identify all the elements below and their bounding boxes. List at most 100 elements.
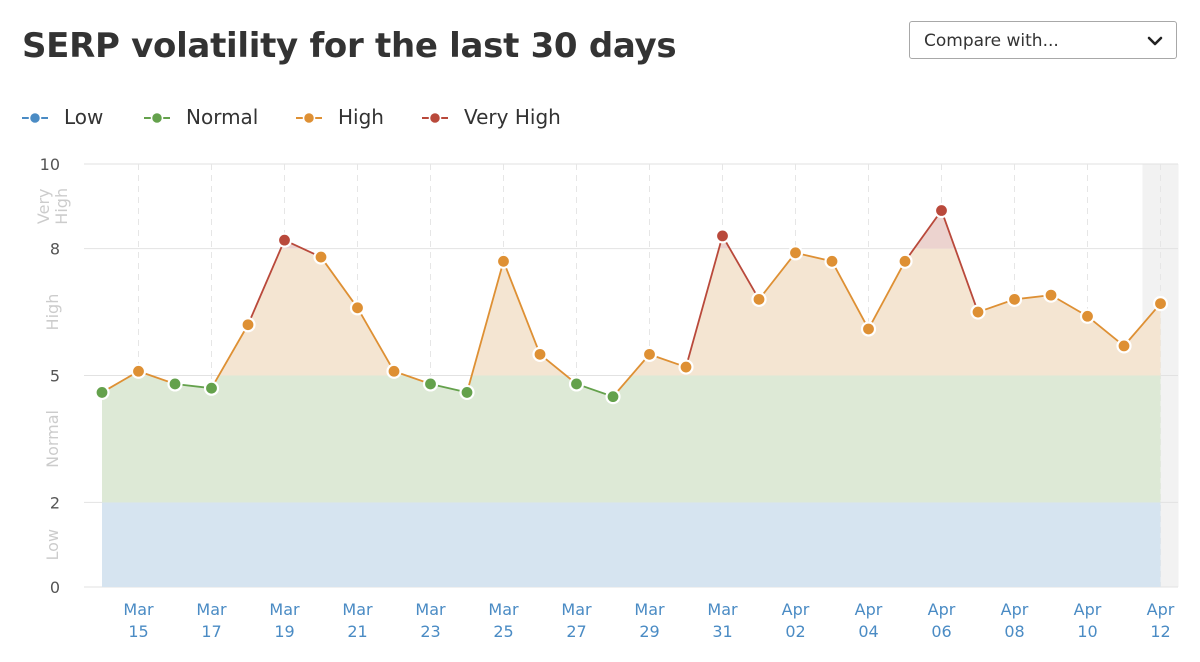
data-point bbox=[751, 291, 767, 307]
band-fill-normal bbox=[102, 375, 1161, 503]
data-point bbox=[1116, 338, 1132, 354]
series-line-segment bbox=[1086, 315, 1125, 347]
page-title: SERP volatility for the last 30 days bbox=[22, 26, 677, 66]
data-point bbox=[1079, 308, 1096, 324]
x-tick-label-day: 06 bbox=[931, 622, 951, 641]
data-point bbox=[860, 321, 877, 337]
data-point bbox=[714, 228, 731, 244]
data-point bbox=[167, 376, 183, 392]
band-label-low: Low bbox=[43, 529, 62, 561]
band-fill-very-high bbox=[102, 210, 1161, 249]
data-point bbox=[1006, 291, 1023, 307]
data-point bbox=[1152, 295, 1169, 312]
data-point bbox=[130, 363, 147, 379]
y-tick-label: 8 bbox=[50, 240, 60, 259]
y-tick-label: 5 bbox=[50, 367, 60, 386]
chevron-down-icon bbox=[1147, 36, 1163, 46]
series-line-segment bbox=[502, 260, 541, 355]
series-line-segment bbox=[247, 239, 286, 326]
series-line-segment bbox=[758, 252, 797, 300]
series-line-segment bbox=[867, 260, 906, 330]
compare-with-label: Compare with... bbox=[924, 31, 1059, 51]
data-point bbox=[641, 346, 658, 362]
x-tick-label-month: Mar bbox=[415, 600, 446, 619]
x-tick-label-day: 23 bbox=[420, 622, 440, 641]
series-line-segment bbox=[1123, 303, 1162, 347]
x-tick-label-day: 08 bbox=[1004, 622, 1024, 641]
x-tick-label-day: 21 bbox=[347, 622, 367, 641]
data-point bbox=[933, 202, 950, 219]
band-label-high: High bbox=[43, 294, 62, 331]
data-point bbox=[349, 300, 366, 316]
x-tick-label-month: Mar bbox=[269, 600, 300, 619]
data-point bbox=[313, 249, 329, 265]
x-tick-label-month: Apr bbox=[855, 600, 883, 619]
legend-marker-low bbox=[22, 111, 48, 125]
x-tick-label-month: Apr bbox=[1001, 600, 1029, 619]
series-line-segment bbox=[612, 353, 651, 398]
band-label-very-high: VeryHigh bbox=[34, 188, 71, 225]
series-line-segment bbox=[539, 353, 578, 385]
legend-marker-normal bbox=[144, 111, 170, 125]
data-point bbox=[459, 384, 475, 401]
data-point bbox=[824, 253, 840, 269]
x-tick-label-month: Mar bbox=[196, 600, 227, 619]
legend-label-normal: Normal bbox=[186, 105, 259, 129]
x-tick-label-month: Mar bbox=[488, 600, 519, 619]
series-line-segment bbox=[210, 324, 249, 389]
legend-label-very-high: Very High bbox=[464, 105, 561, 129]
y-tick-label: 0 bbox=[50, 578, 60, 597]
x-tick-label-day: 19 bbox=[274, 622, 294, 641]
x-tick-label-day: 29 bbox=[639, 622, 659, 641]
x-tick-label-day: 31 bbox=[712, 622, 732, 641]
data-point bbox=[605, 389, 621, 405]
data-point bbox=[532, 346, 548, 362]
data-point bbox=[422, 376, 439, 392]
series-line-segment bbox=[904, 210, 943, 262]
data-point bbox=[897, 253, 913, 269]
series-line-segment bbox=[685, 235, 724, 368]
data-point bbox=[1043, 287, 1059, 303]
x-tick-label-month: Mar bbox=[342, 600, 373, 619]
series-line-segment bbox=[721, 235, 760, 300]
x-tick-label-month: Apr bbox=[1074, 600, 1102, 619]
legend-marker-high bbox=[296, 111, 322, 125]
series-line-segment bbox=[831, 260, 870, 330]
data-point bbox=[386, 363, 402, 379]
data-point bbox=[970, 304, 986, 320]
x-tick-label-day: 12 bbox=[1150, 622, 1170, 641]
y-tick-label: 2 bbox=[50, 493, 60, 512]
series-line-segment bbox=[466, 261, 505, 393]
legend-label-high: High bbox=[338, 105, 384, 129]
data-point bbox=[203, 380, 220, 396]
series-line-segment bbox=[356, 307, 395, 372]
band-label-normal: Normal bbox=[43, 410, 62, 468]
x-tick-label-month: Mar bbox=[707, 600, 738, 619]
x-tick-label-day: 17 bbox=[201, 622, 221, 641]
x-tick-label-day: 04 bbox=[858, 622, 878, 641]
x-tick-label-day: 10 bbox=[1077, 622, 1097, 641]
x-tick-label-month: Mar bbox=[634, 600, 665, 619]
legend-label-low: Low bbox=[64, 105, 104, 129]
x-tick-label-month: Apr bbox=[1147, 600, 1175, 619]
data-point bbox=[568, 376, 585, 392]
band-fill-low bbox=[102, 502, 1161, 587]
x-tick-label-month: Apr bbox=[928, 600, 956, 619]
band-fill-high bbox=[102, 248, 1161, 376]
x-tick-label-day: 25 bbox=[493, 622, 513, 641]
data-point bbox=[787, 245, 804, 261]
y-tick-label: 10 bbox=[40, 155, 60, 174]
data-point bbox=[276, 232, 293, 248]
compare-with-dropdown[interactable]: Compare with... bbox=[909, 21, 1177, 59]
series-line-segment bbox=[940, 210, 979, 313]
x-tick-label-month: Mar bbox=[123, 600, 154, 619]
legend-marker-very-high bbox=[422, 111, 448, 125]
data-point bbox=[240, 317, 256, 333]
x-tick-label-day: 02 bbox=[785, 622, 805, 641]
x-tick-label-day: 27 bbox=[566, 622, 586, 641]
series-line-segment bbox=[320, 256, 359, 309]
data-point bbox=[495, 253, 512, 269]
data-point bbox=[94, 384, 110, 401]
data-point bbox=[678, 359, 694, 375]
x-tick-label-day: 15 bbox=[128, 622, 148, 641]
